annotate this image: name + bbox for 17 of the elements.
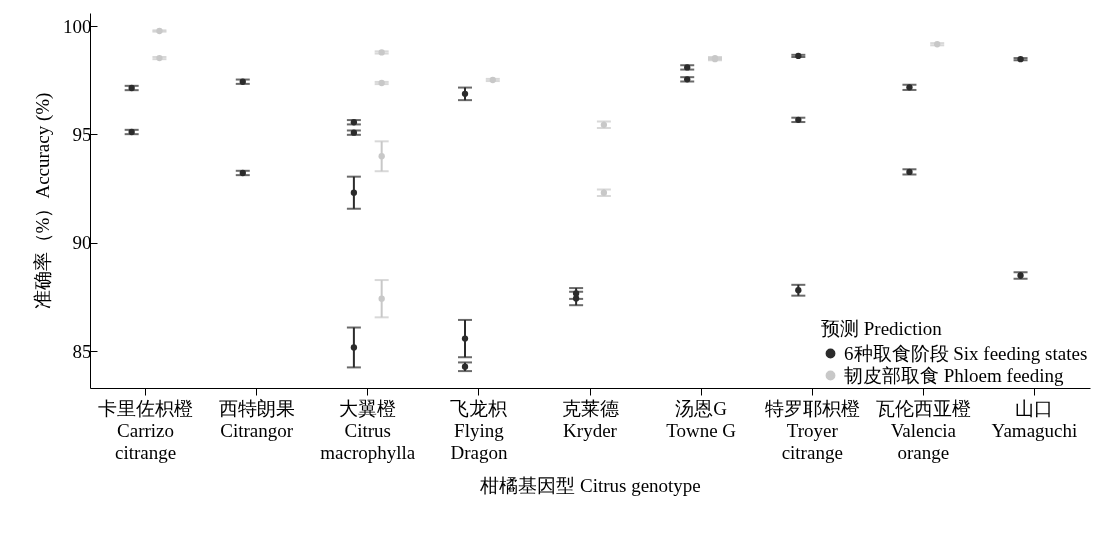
y-tick-label: 85 [72, 340, 92, 362]
x-tick-label: 克莱德 Kryder [561, 397, 619, 441]
x-axis-title: 柑橘基因型 Citrus genotype [479, 474, 701, 496]
x-tick-label: 西特朗果 Citrangor [218, 397, 295, 441]
legend-label: 6种取食阶段 Six feeding states [844, 342, 1088, 364]
legend-title: 预测 Prediction [821, 318, 943, 339]
y-tick-label: 95 [72, 123, 92, 145]
x-tick-label: 特罗耶枳橙 Troyer citrange [764, 397, 860, 463]
x-tick-label: 山口 Yamaguchi [991, 397, 1078, 441]
y-axis-title: 准确率（%）Accuracy (%) [32, 92, 54, 310]
y-tick-label: 100 [63, 15, 92, 37]
x-tick-label: 瓦伦西亚橙 Valencia orange [875, 397, 971, 463]
legend-label: 韧皮部取食 Phloem feeding [844, 364, 1065, 386]
x-tick-label: 飞龙枳 Flying Dragon [450, 397, 508, 463]
x-tick-label: 汤恩G Towne G [666, 397, 737, 441]
x-tick-label: 卡里佐枳橙 Carrizo citrange [98, 397, 194, 463]
x-tick-label: 大翼橙 Citrus macrophylla [320, 397, 416, 463]
